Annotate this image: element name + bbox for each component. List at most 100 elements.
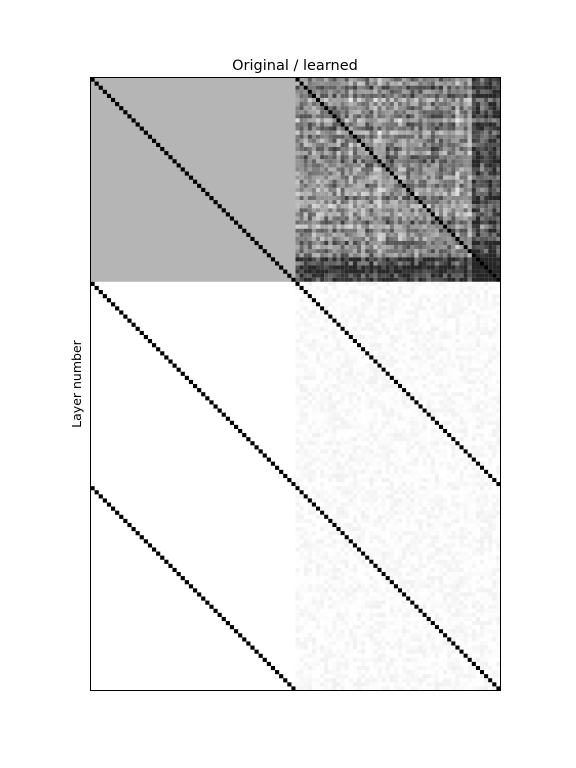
learned-cell	[484, 163, 488, 167]
learned-cell	[496, 143, 500, 147]
learned-cell	[390, 122, 394, 126]
learned-cell	[414, 249, 418, 253]
learned-cell	[320, 270, 324, 274]
learned-cell	[406, 372, 410, 376]
learned-cell	[300, 294, 304, 298]
learned-cell	[332, 188, 336, 192]
learned-cell	[345, 421, 349, 425]
learned-cell	[419, 216, 423, 220]
learned-cell	[410, 221, 414, 225]
original-diagonal-cell	[189, 584, 193, 588]
learned-cell	[492, 417, 496, 421]
learned-cell	[423, 131, 427, 135]
learned-cell	[414, 131, 418, 135]
learned-cell	[435, 78, 439, 82]
learned-cell	[312, 192, 316, 196]
learned-cell	[349, 208, 353, 212]
learned-cell	[345, 196, 349, 200]
learned-cell	[300, 122, 304, 126]
learned-cell	[443, 404, 447, 408]
learned-cell	[337, 106, 341, 110]
learned-cell	[316, 400, 320, 404]
learned-cell	[378, 290, 382, 294]
learned-cell	[402, 192, 406, 196]
learned-cell	[402, 167, 406, 171]
learned-cell	[447, 298, 451, 302]
learned-cell	[451, 364, 455, 368]
learned-cell	[296, 82, 300, 86]
learned-cell	[324, 470, 328, 474]
learned-cell	[332, 249, 336, 253]
learned-cell	[296, 437, 300, 441]
learned-cell	[398, 278, 402, 282]
learned-cell	[419, 290, 423, 294]
learned-cell	[337, 319, 341, 323]
learned-cell	[423, 302, 427, 306]
learned-cell	[447, 127, 451, 131]
learned-cell	[431, 355, 435, 359]
learned-cell	[373, 425, 377, 429]
learned-cell	[423, 82, 427, 86]
learned-cell	[320, 114, 324, 118]
learned-cell	[361, 86, 365, 90]
learned-cell	[300, 143, 304, 147]
learned-cell	[382, 151, 386, 155]
learned-cell	[402, 94, 406, 98]
learned-cell	[472, 237, 476, 241]
learned-cell	[345, 417, 349, 421]
learned-cell	[447, 376, 451, 380]
learned-cell	[308, 147, 312, 151]
learned-cell	[390, 176, 394, 180]
learned-cell	[431, 425, 435, 429]
original-diagonal-cell	[91, 78, 95, 82]
learned-cell	[304, 143, 308, 147]
learned-cell	[398, 462, 402, 466]
learned-cell	[382, 261, 386, 265]
learned-cell	[464, 204, 468, 208]
learned-cell	[402, 261, 406, 265]
learned-cell	[439, 176, 443, 180]
learned-cell	[390, 102, 394, 106]
learned-cell	[357, 233, 361, 237]
learned-cell	[320, 376, 324, 380]
learned-cell	[320, 315, 324, 319]
learned-cell	[304, 90, 308, 94]
learned-cell	[296, 286, 300, 290]
learned-cell	[451, 208, 455, 212]
learned-cell	[328, 433, 332, 437]
learned-cell	[353, 233, 357, 237]
learned-cell	[496, 90, 500, 94]
original-diagonal-cell	[218, 204, 222, 208]
learned-cell	[357, 200, 361, 204]
learned-cell	[480, 286, 484, 290]
learned-cell	[365, 208, 369, 212]
learned-cell	[402, 384, 406, 388]
learned-cell	[488, 437, 492, 441]
learned-cell	[410, 388, 414, 392]
learned-cell	[480, 163, 484, 167]
learned-cell	[304, 237, 308, 241]
learned-cell	[423, 417, 427, 421]
learned-cell	[492, 400, 496, 404]
learned-cell	[390, 335, 394, 339]
learned-cell	[353, 306, 357, 310]
learned-diagonal-cell	[353, 135, 357, 139]
learned-cell	[304, 147, 308, 151]
learned-cell	[349, 78, 353, 82]
learned-cell	[382, 294, 386, 298]
learned-cell	[451, 270, 455, 274]
original-diagonal-cell	[279, 470, 283, 474]
learned-cell	[341, 458, 345, 462]
learned-cell	[361, 368, 365, 372]
learned-cell	[300, 404, 304, 408]
learned-cell	[480, 200, 484, 204]
learned-cell	[455, 347, 459, 351]
learned-cell	[382, 171, 386, 175]
learned-cell	[496, 233, 500, 237]
learned-cell	[382, 437, 386, 441]
learned-cell	[423, 249, 427, 253]
learned-cell	[337, 180, 341, 184]
learned-cell	[480, 127, 484, 131]
learned-cell	[353, 290, 357, 294]
learned-cell	[373, 331, 377, 335]
